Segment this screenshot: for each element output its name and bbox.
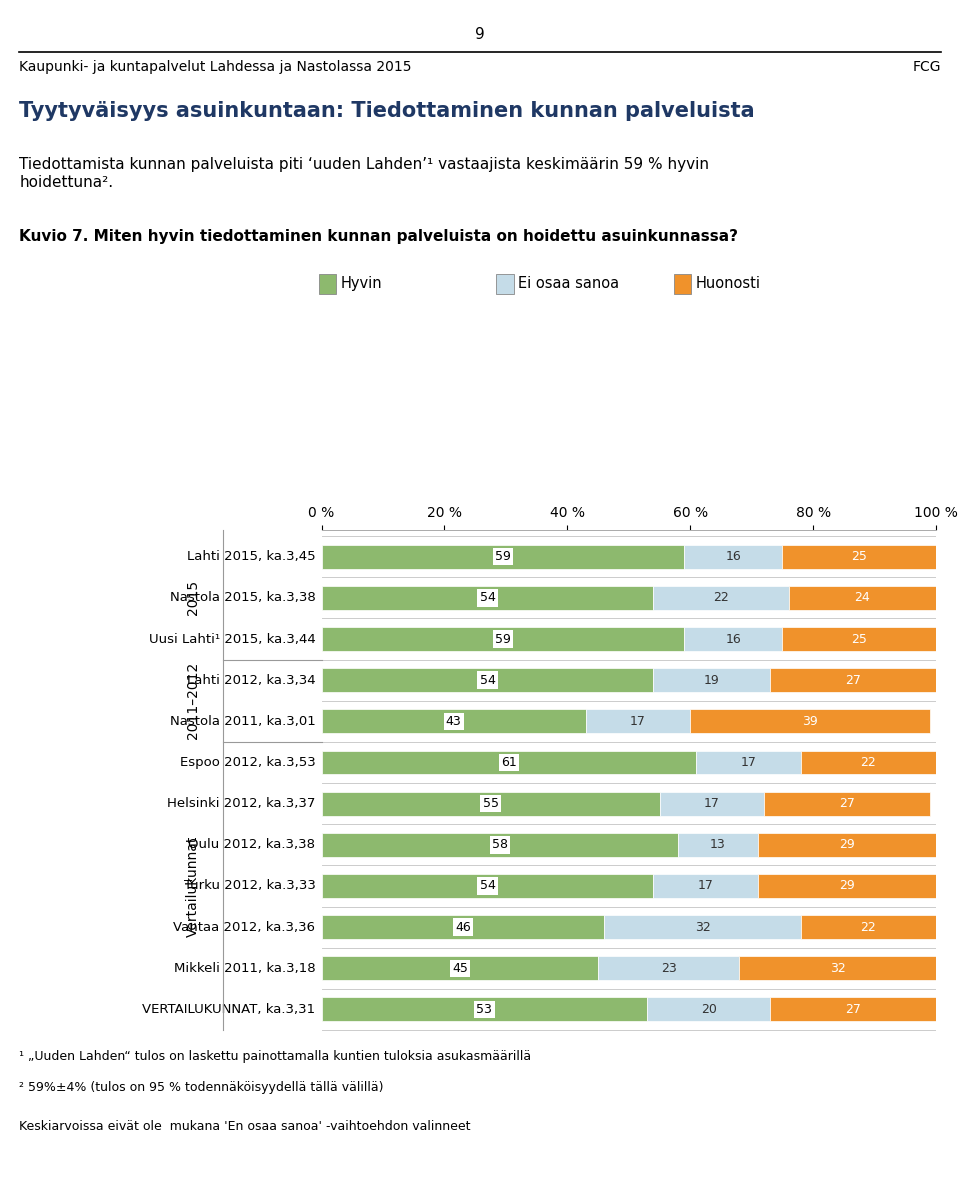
- Bar: [782, 544, 936, 568]
- Text: 22: 22: [713, 592, 729, 604]
- Text: 43: 43: [445, 715, 462, 728]
- Text: Keskiarvoissa eivät ole  mukana 'En osaa sanoa' -vaihtoehdon valinneet: Keskiarvoissa eivät ole mukana 'En osaa …: [19, 1120, 470, 1133]
- Text: 59: 59: [495, 550, 511, 563]
- Bar: [764, 792, 930, 816]
- Text: 54: 54: [480, 879, 495, 892]
- Bar: [770, 668, 936, 692]
- Bar: [788, 586, 936, 610]
- Text: 20: 20: [701, 1003, 716, 1016]
- Text: Espoo 2012, ka.3,53: Espoo 2012, ka.3,53: [180, 756, 316, 769]
- Text: 2011–2012: 2011–2012: [185, 662, 200, 740]
- Text: 9: 9: [475, 27, 485, 43]
- Text: Turku 2012, ka.3,33: Turku 2012, ka.3,33: [183, 879, 316, 892]
- Text: Nastola 2015, ka.3,38: Nastola 2015, ka.3,38: [170, 592, 316, 604]
- Bar: [684, 544, 782, 568]
- Text: 23: 23: [660, 962, 677, 974]
- Bar: [322, 544, 684, 568]
- Text: 61: 61: [501, 756, 516, 769]
- Bar: [322, 750, 696, 774]
- Bar: [322, 668, 654, 692]
- Text: Kuvio 7. Miten hyvin tiedottaminen kunnan palveluista on hoidettu asuinkunnassa?: Kuvio 7. Miten hyvin tiedottaminen kunna…: [19, 229, 738, 244]
- Text: 17: 17: [741, 756, 756, 769]
- Text: 13: 13: [710, 838, 726, 852]
- Bar: [586, 710, 690, 734]
- Text: VERTAILUKUNNAT, ka.3,31: VERTAILUKUNNAT, ka.3,31: [142, 1003, 316, 1016]
- Text: 16: 16: [726, 632, 741, 646]
- Bar: [322, 710, 586, 734]
- Text: 54: 54: [480, 674, 495, 687]
- Text: 2015: 2015: [185, 580, 200, 616]
- Bar: [678, 833, 757, 856]
- Text: Vertailukunnat: Vertailukunnat: [185, 835, 200, 936]
- Bar: [684, 628, 782, 651]
- Text: ¹ „Uuden Lahden“ tulos on laskettu painottamalla kuntien tuloksia asukasmäärillä: ¹ „Uuden Lahden“ tulos on laskettu paino…: [19, 1050, 531, 1064]
- Text: 24: 24: [854, 592, 870, 604]
- Bar: [647, 998, 770, 1022]
- Text: Nastola 2011, ka.3,01: Nastola 2011, ka.3,01: [170, 715, 316, 728]
- Bar: [757, 833, 936, 856]
- Bar: [690, 710, 930, 734]
- Text: 22: 22: [860, 921, 876, 934]
- Bar: [782, 628, 936, 651]
- Text: 27: 27: [845, 1003, 861, 1016]
- Text: 54: 54: [480, 592, 495, 604]
- Text: 16: 16: [726, 550, 741, 563]
- Text: Mikkeli 2011, ka.3,18: Mikkeli 2011, ka.3,18: [174, 962, 316, 974]
- Bar: [696, 750, 801, 774]
- Text: Ei osaa sanoa: Ei osaa sanoa: [518, 276, 619, 291]
- Text: 32: 32: [829, 962, 846, 974]
- Text: Lahti 2012, ka.3,34: Lahti 2012, ka.3,34: [187, 674, 316, 687]
- Text: Huonosti: Huonosti: [696, 276, 761, 291]
- Text: Lahti 2015, ka.3,45: Lahti 2015, ka.3,45: [187, 550, 316, 563]
- Bar: [770, 998, 936, 1022]
- Bar: [654, 668, 770, 692]
- Bar: [757, 874, 936, 898]
- Bar: [322, 998, 647, 1022]
- Text: Tiedottamista kunnan palveluista piti ‘uuden Lahden’¹ vastaajista keskimäärin 59: Tiedottamista kunnan palveluista piti ‘u…: [19, 157, 709, 189]
- Text: 19: 19: [704, 674, 720, 687]
- Text: Oulu 2012, ka.3,38: Oulu 2012, ka.3,38: [188, 838, 316, 852]
- Bar: [660, 792, 764, 816]
- Text: 58: 58: [492, 838, 508, 852]
- Text: Tyytyväisyys asuinkuntaan: Tiedottaminen kunnan palveluista: Tyytyväisyys asuinkuntaan: Tiedottaminen…: [19, 101, 755, 121]
- Bar: [801, 750, 936, 774]
- Bar: [322, 956, 598, 980]
- Text: 27: 27: [839, 797, 854, 810]
- Text: FCG: FCG: [912, 60, 941, 74]
- Bar: [654, 874, 757, 898]
- Bar: [654, 586, 788, 610]
- Text: 17: 17: [630, 715, 646, 728]
- Bar: [322, 628, 684, 651]
- Text: 55: 55: [483, 797, 498, 810]
- Text: 27: 27: [845, 674, 861, 687]
- Text: 17: 17: [698, 879, 713, 892]
- Bar: [322, 586, 654, 610]
- Bar: [322, 874, 654, 898]
- Text: Helsinki 2012, ka.3,37: Helsinki 2012, ka.3,37: [167, 797, 316, 810]
- Text: 53: 53: [476, 1003, 492, 1016]
- Text: 46: 46: [455, 921, 470, 934]
- Bar: [739, 956, 936, 980]
- Text: 25: 25: [852, 632, 867, 646]
- Text: 29: 29: [839, 879, 854, 892]
- Text: 59: 59: [495, 632, 511, 646]
- Text: 17: 17: [704, 797, 720, 810]
- Text: 39: 39: [803, 715, 818, 728]
- Bar: [801, 915, 936, 939]
- Text: Vantaa 2012, ka.3,36: Vantaa 2012, ka.3,36: [174, 921, 316, 934]
- Text: 22: 22: [860, 756, 876, 769]
- Text: 25: 25: [852, 550, 867, 563]
- Bar: [322, 915, 604, 939]
- Text: Uusi Lahti¹ 2015, ka.3,44: Uusi Lahti¹ 2015, ka.3,44: [149, 632, 316, 646]
- Bar: [322, 792, 660, 816]
- Text: Kaupunki- ja kuntapalvelut Lahdessa ja Nastolassa 2015: Kaupunki- ja kuntapalvelut Lahdessa ja N…: [19, 60, 412, 74]
- Text: 32: 32: [695, 921, 710, 934]
- Text: 45: 45: [452, 962, 468, 974]
- Text: 29: 29: [839, 838, 854, 852]
- Text: ² 59%±4% (tulos on 95 % todennäköisyydellä tällä välillä): ² 59%±4% (tulos on 95 % todennäköisyydel…: [19, 1081, 384, 1095]
- Bar: [322, 833, 678, 856]
- Text: Hyvin: Hyvin: [341, 276, 382, 291]
- Bar: [598, 956, 739, 980]
- Bar: [604, 915, 801, 939]
